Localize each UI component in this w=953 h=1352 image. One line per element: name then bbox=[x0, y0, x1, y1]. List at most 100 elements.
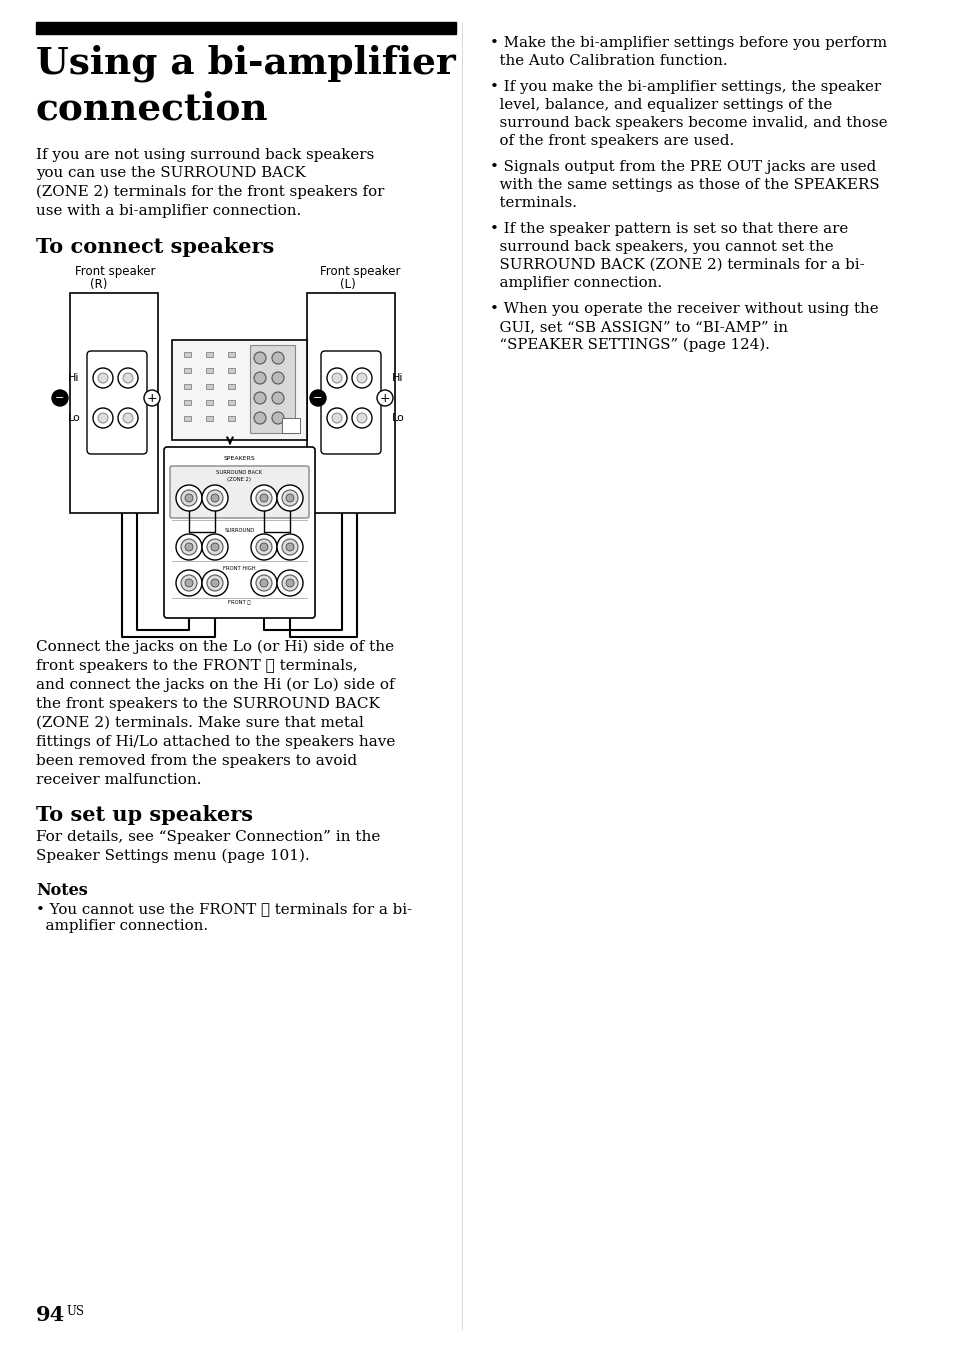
Circle shape bbox=[286, 493, 294, 502]
Circle shape bbox=[260, 544, 268, 552]
Text: (R): (R) bbox=[90, 279, 108, 291]
Text: Using a bi-amplifier: Using a bi-amplifier bbox=[36, 45, 456, 81]
Bar bbox=[250, 384, 256, 389]
FancyBboxPatch shape bbox=[164, 448, 314, 618]
Text: “SPEAKER SETTINGS” (page 124).: “SPEAKER SETTINGS” (page 124). bbox=[490, 338, 769, 353]
Text: use with a bi-amplifier connection.: use with a bi-amplifier connection. bbox=[36, 204, 301, 218]
Text: the front speakers to the SURROUND BACK: the front speakers to the SURROUND BACK bbox=[36, 698, 379, 711]
Circle shape bbox=[92, 408, 112, 429]
Circle shape bbox=[185, 579, 193, 587]
Circle shape bbox=[255, 575, 272, 591]
Circle shape bbox=[181, 539, 196, 556]
Circle shape bbox=[144, 389, 160, 406]
Text: • Make the bi-amplifier settings before you perform: • Make the bi-amplifier settings before … bbox=[490, 37, 886, 50]
Circle shape bbox=[123, 373, 132, 383]
Bar bbox=[282, 418, 299, 433]
Circle shape bbox=[202, 485, 228, 511]
Circle shape bbox=[202, 571, 228, 596]
Text: GUI, set “SB ASSIGN” to “BI-AMP” in: GUI, set “SB ASSIGN” to “BI-AMP” in bbox=[490, 320, 787, 334]
Circle shape bbox=[207, 539, 223, 556]
Circle shape bbox=[276, 485, 303, 511]
Text: If you are not using surround back speakers: If you are not using surround back speak… bbox=[36, 147, 374, 162]
Text: you can use the SURROUND BACK: you can use the SURROUND BACK bbox=[36, 166, 305, 181]
Text: To set up speakers: To set up speakers bbox=[36, 804, 253, 825]
Bar bbox=[184, 352, 191, 357]
Text: surround back speakers become invalid, and those: surround back speakers become invalid, a… bbox=[490, 116, 886, 130]
FancyBboxPatch shape bbox=[170, 466, 309, 518]
Circle shape bbox=[260, 579, 268, 587]
Circle shape bbox=[181, 575, 196, 591]
Text: Front speaker: Front speaker bbox=[75, 265, 155, 279]
Circle shape bbox=[92, 368, 112, 388]
Text: Front speaker: Front speaker bbox=[319, 265, 400, 279]
Circle shape bbox=[211, 544, 219, 552]
Circle shape bbox=[286, 579, 294, 587]
Circle shape bbox=[253, 352, 266, 364]
Circle shape bbox=[52, 389, 68, 406]
Bar bbox=[206, 352, 213, 357]
Bar bbox=[250, 400, 256, 406]
Bar bbox=[250, 345, 294, 433]
Text: +: + bbox=[379, 392, 390, 404]
Bar bbox=[184, 416, 191, 420]
Circle shape bbox=[211, 579, 219, 587]
Text: fittings of Hi/Lo attached to the speakers have: fittings of Hi/Lo attached to the speake… bbox=[36, 735, 395, 749]
Text: FRONT HIGH: FRONT HIGH bbox=[223, 566, 255, 571]
Text: (ZONE 2) terminals for the front speakers for: (ZONE 2) terminals for the front speaker… bbox=[36, 185, 384, 199]
Circle shape bbox=[272, 412, 284, 425]
Text: amplifier connection.: amplifier connection. bbox=[490, 276, 661, 289]
Circle shape bbox=[310, 389, 326, 406]
Circle shape bbox=[185, 493, 193, 502]
Text: Lo: Lo bbox=[68, 412, 81, 423]
Text: 94: 94 bbox=[36, 1305, 65, 1325]
Circle shape bbox=[327, 368, 347, 388]
Text: (ZONE 2): (ZONE 2) bbox=[227, 477, 252, 483]
Bar bbox=[228, 400, 234, 406]
Bar bbox=[307, 293, 395, 512]
Text: Connect the jacks on the Lo (or Hi) side of the: Connect the jacks on the Lo (or Hi) side… bbox=[36, 639, 394, 654]
Text: (L): (L) bbox=[339, 279, 355, 291]
Bar bbox=[206, 416, 213, 420]
Circle shape bbox=[255, 539, 272, 556]
Text: SURROUND: SURROUND bbox=[224, 529, 254, 533]
Text: surround back speakers, you cannot set the: surround back speakers, you cannot set t… bbox=[490, 241, 833, 254]
Text: • When you operate the receiver without using the: • When you operate the receiver without … bbox=[490, 301, 878, 316]
Text: SURROUND BACK (ZONE 2) terminals for a bi-: SURROUND BACK (ZONE 2) terminals for a b… bbox=[490, 258, 863, 272]
Bar bbox=[228, 352, 234, 357]
Text: (ZONE 2) terminals. Make sure that metal: (ZONE 2) terminals. Make sure that metal bbox=[36, 717, 363, 730]
Bar bbox=[206, 400, 213, 406]
Circle shape bbox=[118, 408, 138, 429]
FancyBboxPatch shape bbox=[87, 352, 147, 454]
Circle shape bbox=[352, 408, 372, 429]
Text: Speaker Settings menu (page 101).: Speaker Settings menu (page 101). bbox=[36, 849, 310, 864]
Circle shape bbox=[211, 493, 219, 502]
Text: and connect the jacks on the Hi (or Lo) side of: and connect the jacks on the Hi (or Lo) … bbox=[36, 677, 395, 692]
Circle shape bbox=[181, 489, 196, 506]
Circle shape bbox=[376, 389, 393, 406]
Circle shape bbox=[123, 412, 132, 423]
Text: front speakers to the FRONT Ⓐ terminals,: front speakers to the FRONT Ⓐ terminals, bbox=[36, 658, 357, 673]
Circle shape bbox=[327, 408, 347, 429]
Bar bbox=[184, 368, 191, 373]
Circle shape bbox=[276, 571, 303, 596]
Text: −: − bbox=[55, 393, 65, 403]
Bar bbox=[184, 400, 191, 406]
Circle shape bbox=[251, 534, 276, 560]
Circle shape bbox=[272, 372, 284, 384]
Circle shape bbox=[98, 412, 108, 423]
Circle shape bbox=[175, 485, 202, 511]
Text: FRONT Ⓑ: FRONT Ⓑ bbox=[228, 600, 251, 604]
Text: Hi: Hi bbox=[392, 373, 403, 383]
Circle shape bbox=[175, 534, 202, 560]
Circle shape bbox=[282, 575, 297, 591]
Circle shape bbox=[118, 368, 138, 388]
Circle shape bbox=[253, 392, 266, 404]
Bar bbox=[228, 384, 234, 389]
Bar bbox=[184, 384, 191, 389]
Text: connection: connection bbox=[36, 91, 269, 127]
Text: SURROUND BACK: SURROUND BACK bbox=[216, 470, 262, 475]
Circle shape bbox=[282, 489, 297, 506]
Circle shape bbox=[207, 489, 223, 506]
Circle shape bbox=[332, 412, 341, 423]
Text: been removed from the speakers to avoid: been removed from the speakers to avoid bbox=[36, 754, 356, 768]
